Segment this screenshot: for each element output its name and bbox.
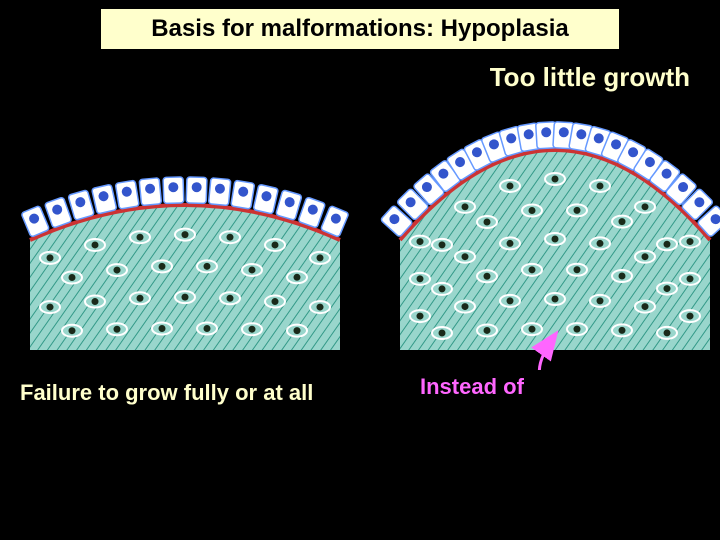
subtitle: Too little growth <box>490 62 690 93</box>
caption-failure-text: Failure to grow fully or at all <box>20 380 313 405</box>
caption-instead-of: Instead of <box>420 374 524 400</box>
caption-failure: Failure to grow fully or at all <box>20 380 313 406</box>
title-text: Basis for malformations: Hypoplasia <box>151 15 568 42</box>
caption-instead-text: Instead of <box>420 374 524 399</box>
tissue-diagram <box>0 110 720 370</box>
title-box: Basis for malformations: Hypoplasia <box>100 8 620 50</box>
subtitle-text: Too little growth <box>490 62 690 92</box>
